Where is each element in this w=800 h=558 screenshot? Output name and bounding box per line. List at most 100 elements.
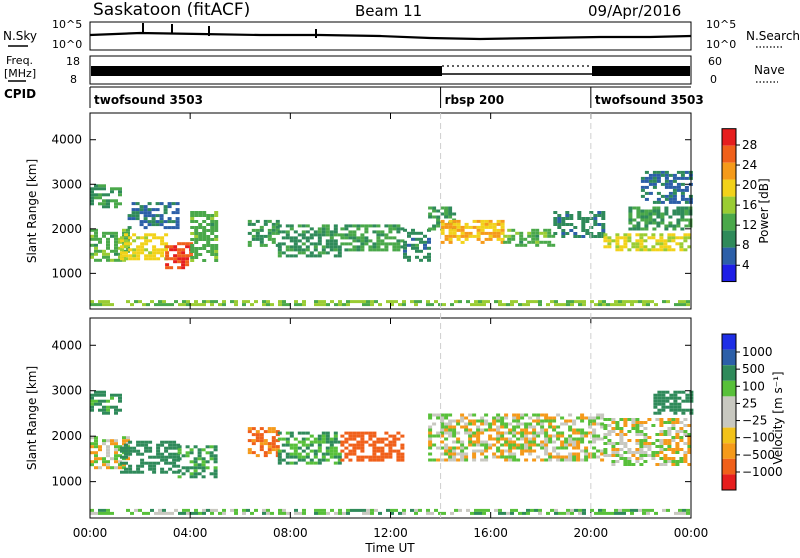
- data-cell: [557, 226, 562, 229]
- data-cell: [140, 470, 145, 474]
- data-cell: [512, 446, 517, 450]
- data-cell: [630, 303, 634, 307]
- data-cell: [553, 217, 558, 220]
- data-cell: [140, 443, 145, 447]
- data-cell: [668, 200, 673, 204]
- data-cell: [675, 433, 680, 436]
- data-cell: [688, 206, 693, 210]
- data-cell: [167, 217, 172, 221]
- data-cell: [556, 437, 561, 441]
- data-cell: [94, 399, 98, 403]
- data-cell: [352, 239, 357, 243]
- data-cell: [318, 511, 322, 515]
- data-cell: [90, 303, 94, 307]
- data-cell: [651, 245, 656, 249]
- data-cell: [679, 236, 684, 240]
- data-cell: [298, 511, 302, 515]
- data-cell: [680, 194, 685, 198]
- data-cell: [440, 240, 445, 244]
- data-cell: [160, 251, 165, 255]
- data-cell: [470, 303, 474, 307]
- data-cell: [148, 461, 153, 465]
- data-cell: [632, 206, 637, 210]
- data-cell: [370, 303, 374, 307]
- data-cell: [131, 208, 136, 212]
- data-cell: [627, 457, 632, 460]
- data-cell: [177, 457, 182, 461]
- data-cell: [370, 300, 374, 304]
- data-cell: [234, 511, 238, 515]
- data-cell: [213, 460, 218, 464]
- data-cell: [171, 211, 176, 215]
- data-cell: [202, 303, 206, 307]
- data-cell: [532, 413, 537, 417]
- data-cell: [392, 245, 397, 249]
- data-cell: [642, 511, 646, 515]
- data-cell: [206, 214, 211, 217]
- data-cell: [500, 434, 505, 438]
- data-cell: [635, 460, 640, 463]
- data-cell: [301, 248, 306, 252]
- data-cell: [152, 254, 157, 258]
- data-cell: [285, 224, 290, 228]
- data-cell: [572, 437, 577, 441]
- data-cell: [615, 239, 620, 243]
- data-cell: [683, 460, 688, 463]
- data-cell: [436, 413, 441, 417]
- data-cell: [337, 248, 342, 252]
- data-cell: [160, 470, 165, 474]
- data-cell: [671, 427, 676, 430]
- data-cell: [504, 431, 509, 435]
- nsearch-label: N.Search: [746, 29, 800, 43]
- data-cell: [647, 236, 652, 240]
- data-cell: [352, 446, 357, 450]
- data-cell: [576, 428, 581, 432]
- data-cell: [592, 422, 597, 426]
- data-cell: [600, 437, 605, 441]
- data-cell: [313, 230, 318, 234]
- data-cell: [508, 443, 513, 447]
- data-cell: [510, 303, 514, 307]
- cpid-segment-label: twofsound 3503: [94, 93, 203, 107]
- data-cell: [592, 416, 597, 420]
- data-cell: [450, 303, 454, 307]
- data-cell: [666, 300, 670, 304]
- data-cell: [131, 202, 136, 206]
- data-cell: [189, 472, 194, 476]
- data-cell: [392, 224, 397, 228]
- data-cell: [544, 419, 549, 423]
- data-cell: [222, 511, 226, 515]
- data-cell: [325, 245, 330, 249]
- data-cell: [647, 418, 652, 421]
- data-cell: [114, 252, 118, 256]
- data-cell: [168, 455, 173, 459]
- data-cell: [643, 439, 648, 442]
- data-cell: [440, 425, 445, 429]
- data-cell: [423, 240, 427, 244]
- data-cell: [396, 455, 401, 459]
- data-cell: [631, 421, 636, 424]
- data-cell: [468, 422, 473, 426]
- data-cell: [536, 416, 541, 420]
- data-cell: [368, 434, 373, 438]
- data-cell: [321, 245, 326, 249]
- data-cell: [646, 300, 650, 304]
- data-cell: [376, 446, 381, 450]
- colorbar-tick-label: 500: [742, 362, 765, 376]
- data-cell: [440, 422, 445, 426]
- data-cell: [631, 245, 636, 249]
- data-cell: [496, 425, 501, 429]
- data-cell: [132, 446, 137, 450]
- data-cell: [440, 206, 445, 210]
- data-cell: [682, 300, 686, 304]
- data-cell: [388, 452, 393, 456]
- data-cell: [344, 440, 349, 444]
- data-cell: [285, 230, 290, 234]
- data-cell: [456, 225, 461, 229]
- data-cell: [177, 445, 182, 449]
- data-cell: [407, 231, 411, 235]
- data-cell: [636, 212, 641, 216]
- data-cell: [293, 437, 298, 441]
- data-cell: [504, 440, 509, 444]
- data-cell: [102, 231, 106, 235]
